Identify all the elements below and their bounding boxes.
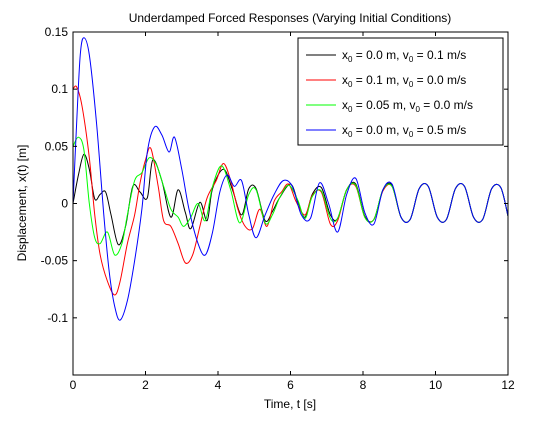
legend-text: x <box>342 48 348 62</box>
legend-subscript: 0 <box>409 80 414 89</box>
y-tick-label: 0 <box>61 197 68 211</box>
y-tick-label: -0.1 <box>47 311 68 325</box>
x-tick-label: 10 <box>429 378 443 392</box>
legend: x0 = 0.0 m, v0 = 0.1 m/sx0 = 0.1 m, v0 =… <box>297 37 504 146</box>
legend-subscript: 0 <box>348 55 353 64</box>
y-axis-label: Displacement, x(t) [m] <box>15 145 29 262</box>
series-line-1 <box>73 153 508 246</box>
x-tick-label: 4 <box>215 378 222 392</box>
y-tick-label: 0.1 <box>51 82 68 96</box>
legend-subscript: 0 <box>415 105 420 114</box>
lines-layer <box>73 37 508 321</box>
legend-text: = 0.0 m/s <box>413 73 466 87</box>
legend-box <box>297 37 504 146</box>
x-tick-label: 2 <box>142 378 149 392</box>
legend-label-3: x0 = 0.05 m, v0 = 0.0 m/s <box>342 98 473 114</box>
legend-text: = 0.5 m/s <box>413 123 466 137</box>
legend-label-1: x0 = 0.0 m, v0 = 0.1 m/s <box>342 48 466 64</box>
legend-subscript: 0 <box>348 130 353 139</box>
y-tick-label: 0.05 <box>45 139 69 153</box>
legend-text: = 0.1 m, v <box>352 73 408 87</box>
legend-subscript: 0 <box>348 105 353 114</box>
x-tick-label: 6 <box>287 378 294 392</box>
y-tick-label: 0.15 <box>45 25 69 39</box>
x-tick-label: 0 <box>70 378 77 392</box>
legend-text: = 0.0 m, v <box>352 123 408 137</box>
x-tick-label: 12 <box>501 378 515 392</box>
legend-text: = 0.0 m, v <box>352 48 408 62</box>
x-tick-label: 8 <box>360 378 367 392</box>
series-line-4 <box>73 37 508 321</box>
legend-text: x <box>342 123 348 137</box>
legend-text: x <box>342 98 348 112</box>
legend-text: = 0.1 m/s <box>413 48 466 62</box>
legend-label-4: x0 = 0.0 m, v0 = 0.5 m/s <box>342 123 466 139</box>
legend-label-2: x0 = 0.1 m, v0 = 0.0 m/s <box>342 73 466 89</box>
legend-subscript: 0 <box>348 80 353 89</box>
y-tick-label: -0.05 <box>41 254 69 268</box>
legend-text: = 0.0 m/s <box>420 98 473 112</box>
legend-subscript: 0 <box>409 55 414 64</box>
chart-title: Underdamped Forced Responses (Varying In… <box>129 11 452 25</box>
legend-subscript: 0 <box>409 130 414 139</box>
x-axis-label: Time, t [s] <box>264 397 316 411</box>
legend-text: x <box>342 73 348 87</box>
axes-layer: 0 2 4 6 8 10 12 -0.1 -0.05 0 0.05 0.1 0.15 <box>41 25 515 392</box>
legend-text: = 0.05 m, v <box>352 98 415 112</box>
